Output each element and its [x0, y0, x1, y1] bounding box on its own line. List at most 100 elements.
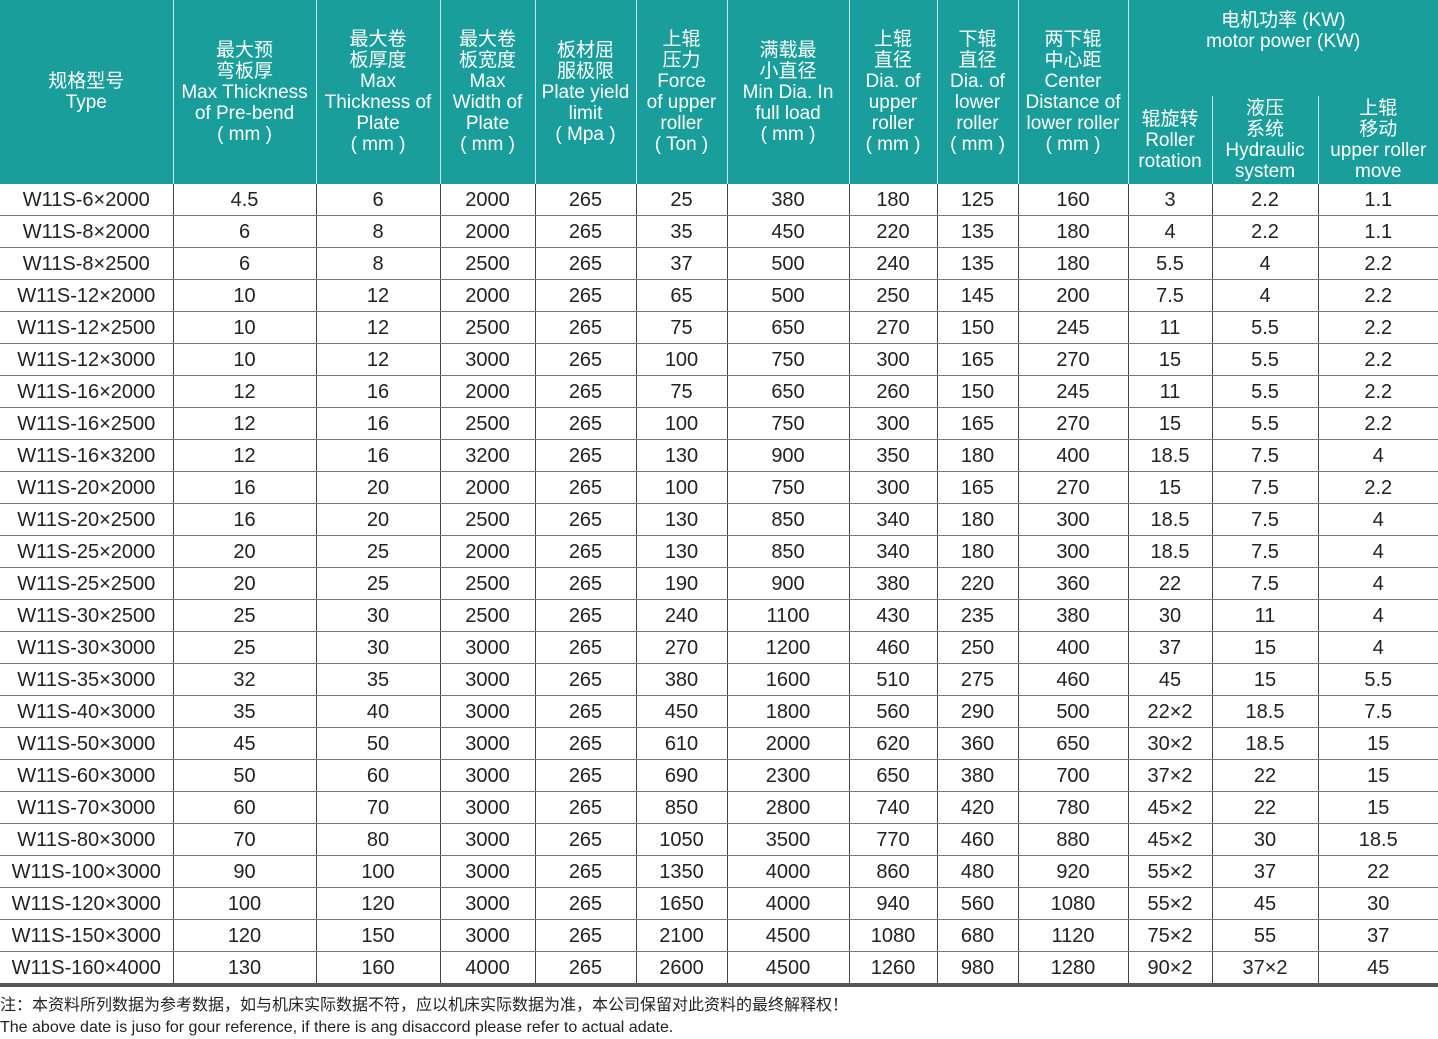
- value-cell: 400: [1018, 440, 1128, 472]
- value-cell: 10: [173, 280, 316, 312]
- value-cell: 3000: [440, 920, 535, 952]
- value-cell: 18.5: [1318, 824, 1438, 856]
- model-cell: W11S-25×2000: [0, 536, 173, 568]
- value-cell: 265: [535, 504, 636, 536]
- value-cell: 2800: [727, 792, 849, 824]
- value-cell: 1100: [727, 600, 849, 632]
- value-cell: 1350: [636, 856, 727, 888]
- value-cell: 35: [316, 664, 440, 696]
- value-cell: 3000: [440, 824, 535, 856]
- value-cell: 20: [173, 536, 316, 568]
- value-cell: 4.5: [173, 184, 316, 216]
- value-cell: 18.5: [1212, 696, 1318, 728]
- value-cell: 610: [636, 728, 727, 760]
- value-cell: 11: [1128, 312, 1212, 344]
- value-cell: 5.5: [1212, 376, 1318, 408]
- header-line: 弯板厚: [174, 61, 316, 82]
- value-cell: 45: [1318, 952, 1438, 986]
- value-cell: 8: [316, 216, 440, 248]
- header-line: 下辊: [938, 29, 1018, 50]
- model-cell: W11S-6×2000: [0, 184, 173, 216]
- header-line: Max: [441, 71, 535, 92]
- value-cell: 60: [316, 760, 440, 792]
- header-line: ( mm ): [728, 124, 849, 145]
- header-line: 液压: [1213, 98, 1318, 119]
- value-cell: 150: [316, 920, 440, 952]
- header-line: 移动: [1319, 119, 1438, 140]
- header-line: ( mm ): [441, 134, 535, 155]
- value-cell: 3000: [440, 344, 535, 376]
- value-cell: 30: [1318, 888, 1438, 920]
- value-cell: 35: [636, 216, 727, 248]
- value-cell: 240: [636, 600, 727, 632]
- value-cell: 2500: [440, 568, 535, 600]
- value-cell: 100: [316, 856, 440, 888]
- value-cell: 5.5: [1128, 248, 1212, 280]
- value-cell: 22×2: [1128, 696, 1212, 728]
- header-line: of Pre-bend: [174, 103, 316, 124]
- header-line: Max Thickness: [174, 82, 316, 103]
- header-line: Max: [317, 71, 440, 92]
- value-cell: 20: [173, 568, 316, 600]
- value-cell: 15: [1128, 472, 1212, 504]
- value-cell: 500: [727, 280, 849, 312]
- header-line: 直径: [850, 50, 937, 71]
- value-cell: 265: [535, 184, 636, 216]
- value-cell: 180: [1018, 216, 1128, 248]
- value-cell: 125: [937, 184, 1018, 216]
- value-cell: 2.2: [1318, 408, 1438, 440]
- value-cell: 360: [937, 728, 1018, 760]
- value-cell: 2500: [440, 600, 535, 632]
- model-cell: W11S-80×3000: [0, 824, 173, 856]
- header-line: upper roller: [1319, 140, 1438, 161]
- value-cell: 130: [636, 536, 727, 568]
- value-cell: 7.5: [1318, 696, 1438, 728]
- header-line: 板宽度: [441, 50, 535, 71]
- header-line: 最大预: [174, 40, 316, 61]
- header-line: 上辊: [850, 29, 937, 50]
- header-line: 电机功率 (KW): [1129, 10, 1438, 31]
- value-cell: 120: [316, 888, 440, 920]
- value-cell: 7.5: [1128, 280, 1212, 312]
- value-cell: 50: [173, 760, 316, 792]
- value-cell: 265: [535, 920, 636, 952]
- header-line: roller: [637, 113, 727, 134]
- value-cell: 16: [316, 408, 440, 440]
- value-cell: 3500: [727, 824, 849, 856]
- value-cell: 265: [535, 792, 636, 824]
- value-cell: 4000: [440, 952, 535, 986]
- value-cell: 2300: [727, 760, 849, 792]
- value-cell: 75: [636, 376, 727, 408]
- value-cell: 45: [173, 728, 316, 760]
- value-cell: 265: [535, 312, 636, 344]
- value-cell: 300: [849, 408, 937, 440]
- value-cell: 25: [316, 536, 440, 568]
- header-line: 系统: [1213, 119, 1318, 140]
- value-cell: 7.5: [1212, 440, 1318, 472]
- value-cell: 12: [173, 408, 316, 440]
- value-cell: 80: [316, 824, 440, 856]
- value-cell: 90: [173, 856, 316, 888]
- value-cell: 4500: [727, 952, 849, 986]
- value-cell: 4: [1318, 632, 1438, 664]
- value-cell: 2500: [440, 408, 535, 440]
- value-cell: 100: [636, 408, 727, 440]
- value-cell: 900: [727, 440, 849, 472]
- header-line: Roller: [1129, 130, 1212, 151]
- value-cell: 360: [1018, 568, 1128, 600]
- value-cell: 3200: [440, 440, 535, 472]
- value-cell: 11: [1128, 376, 1212, 408]
- value-cell: 180: [1018, 248, 1128, 280]
- value-cell: 750: [727, 344, 849, 376]
